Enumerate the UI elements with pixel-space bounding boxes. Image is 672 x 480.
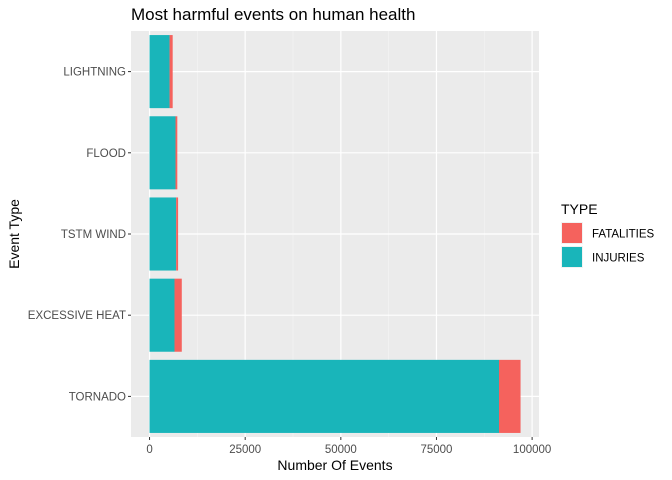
legend: TYPE FATALITIES INJURIES <box>561 201 655 268</box>
y-axis-ticks: TORNADO EXCESSIVE HEAT TSTM WIND FLOOD LIGHT… <box>28 67 131 403</box>
legend-title: TYPE <box>561 201 598 217</box>
bar-tstm-wind-fatalities <box>176 197 179 271</box>
y-tick-label: TORNADO <box>69 391 126 403</box>
legend-label-injuries: INJURIES <box>592 253 645 265</box>
x-tick-label: 50000 <box>325 444 357 456</box>
y-axis-title: Event Type <box>6 199 22 269</box>
y-tick-label: EXCESSIVE HEAT <box>28 310 126 322</box>
y-tick-label: FLOOD <box>86 148 126 160</box>
legend-swatch-fatalities <box>562 223 582 243</box>
bars <box>149 35 521 433</box>
bar-tornado-injuries <box>149 359 500 433</box>
legend-label-fatalities: FATALITIES <box>592 229 655 241</box>
x-tick-label: 25000 <box>229 444 261 456</box>
bar-flood-fatalities <box>175 116 178 190</box>
chart-title: Most harmful events on human health <box>131 5 415 24</box>
bar-lightning-fatalities <box>169 35 173 109</box>
bar-flood-injuries <box>149 116 176 190</box>
x-tick-label: 75000 <box>420 444 452 456</box>
bar-tornado-fatalities <box>499 359 521 433</box>
y-tick-label: LIGHTNING <box>63 67 126 79</box>
y-tick-label: TSTM WIND <box>61 229 126 241</box>
x-axis-title: Number Of Events <box>277 457 392 473</box>
bar-excessive-heat-fatalities <box>174 278 182 352</box>
x-tick-label: 100000 <box>513 444 551 456</box>
x-tick-label: 0 <box>146 444 152 456</box>
x-axis-ticks: 0 25000 50000 75000 100000 <box>146 437 551 456</box>
legend-swatch-injuries <box>562 247 582 267</box>
bar-tstm-wind-injuries <box>149 197 177 271</box>
bar-excessive-heat-injuries <box>149 278 175 352</box>
bar-lightning-injuries <box>149 35 170 109</box>
